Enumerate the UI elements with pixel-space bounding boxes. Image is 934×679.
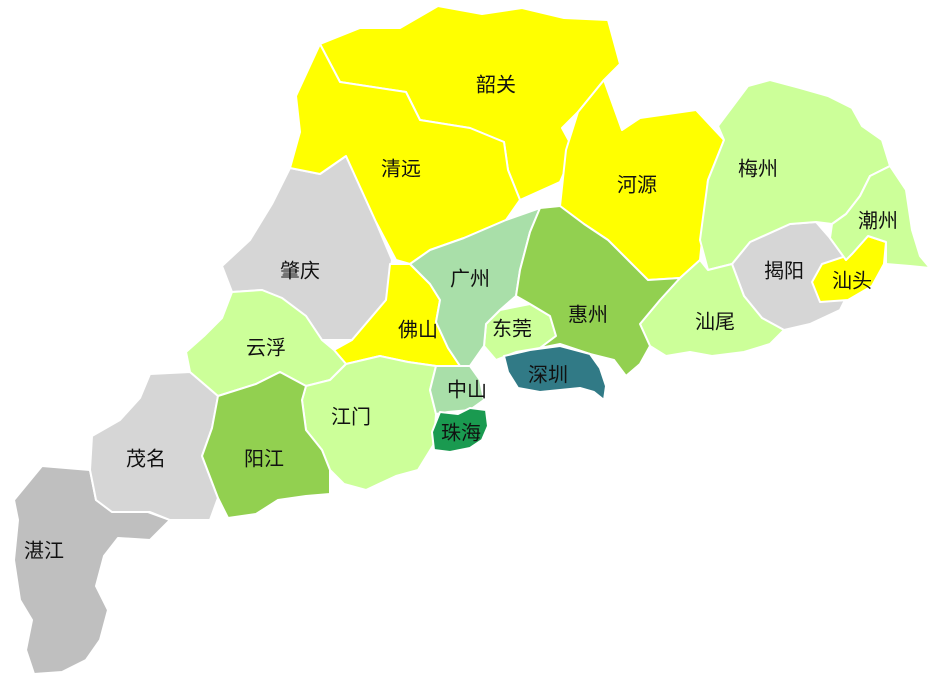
label-shantou: 汕头 — [832, 269, 872, 293]
region-shenzhen[interactable] — [503, 345, 607, 401]
label-zhuhai: 珠海 — [441, 421, 481, 445]
label-foshan: 佛山 — [398, 318, 438, 342]
label-guangzhou: 广州 — [450, 267, 490, 291]
label-heyuan: 河源 — [617, 173, 657, 197]
label-zhongshan: 中山 — [447, 378, 487, 402]
label-shaoguan: 韶关 — [476, 73, 516, 97]
region-zhuhai[interactable] — [431, 407, 489, 453]
label-shanwei: 汕尾 — [695, 310, 735, 334]
region-zhongshan[interactable] — [429, 365, 485, 415]
region-chaozhou[interactable] — [829, 165, 931, 269]
label-dongguan: 东莞 — [492, 317, 532, 341]
label-meizhou: 梅州 — [738, 157, 778, 181]
label-zhanjiang: 湛江 — [24, 539, 64, 563]
label-yunfu: 云浮 — [246, 336, 286, 360]
label-zhaoqing: 肇庆 — [280, 259, 320, 283]
label-jieyang: 揭阳 — [764, 259, 804, 283]
label-jiangmen: 江门 — [331, 405, 371, 429]
label-huizhou: 惠州 — [568, 303, 608, 327]
region-yangjiang[interactable] — [201, 371, 331, 519]
label-maoming: 茂名 — [126, 447, 166, 471]
region-huizhou[interactable] — [515, 205, 681, 377]
label-qingyuan: 清远 — [381, 157, 421, 181]
label-chaozhou: 潮州 — [858, 209, 898, 233]
label-shenzhen: 深圳 — [528, 363, 568, 387]
label-yangjiang: 阳江 — [244, 447, 284, 471]
